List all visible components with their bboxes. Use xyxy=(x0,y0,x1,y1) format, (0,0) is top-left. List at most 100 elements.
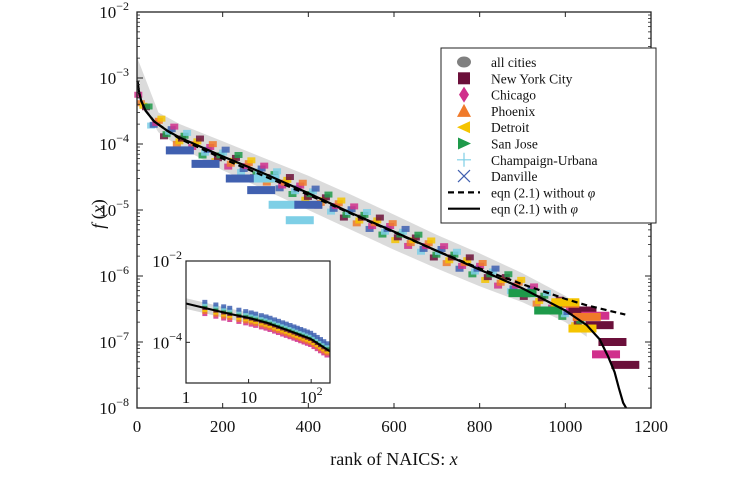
city-data-point-danville xyxy=(191,159,220,168)
inset-data-point xyxy=(221,306,227,311)
inset-data-point xyxy=(243,321,249,326)
inset-data-point xyxy=(263,322,269,327)
inset-data-point xyxy=(311,336,317,341)
city-data-point xyxy=(273,168,282,175)
inset-data-point xyxy=(253,315,259,320)
inset-data-point xyxy=(317,337,323,342)
inset-data-point xyxy=(304,339,310,344)
inset-data-point xyxy=(324,345,330,350)
inset-data-point xyxy=(321,339,327,344)
y-tick-label: 10−8 xyxy=(99,395,129,418)
inset-y-tick-label: 10−2 xyxy=(152,248,182,271)
legend-marker-triangle-up xyxy=(457,103,471,117)
city-data-point xyxy=(260,162,269,169)
inset-data-point xyxy=(280,324,286,329)
city-data-point xyxy=(234,151,243,158)
inset-data-point xyxy=(287,327,293,332)
inset-data-point xyxy=(263,326,269,331)
inset-data-point xyxy=(253,323,259,328)
inset-data-point xyxy=(227,313,233,318)
inset-data-point xyxy=(301,332,307,337)
inset-data-point xyxy=(314,343,320,348)
legend-label: Champaign-Urbana xyxy=(491,153,597,168)
inset-data-point xyxy=(243,319,249,324)
city-data-point-new-york-city xyxy=(568,306,597,315)
city-data-point-danville xyxy=(247,186,276,195)
inset-data-point xyxy=(311,334,317,339)
inset-data-point xyxy=(248,322,254,327)
inset-data-point xyxy=(287,335,293,340)
inset-data-point xyxy=(304,331,310,336)
legend-label: eqn (2.1) with φ xyxy=(491,202,578,217)
inset-data-point xyxy=(267,327,273,332)
inset-data-point xyxy=(236,311,242,316)
inset-data-point xyxy=(243,317,249,322)
inset-data-point xyxy=(267,319,273,324)
city-data-point xyxy=(363,208,372,215)
inset-data-point xyxy=(287,333,293,338)
city-data-point xyxy=(350,203,359,210)
city-data-point xyxy=(285,174,294,181)
inset-data-point xyxy=(280,330,286,335)
inset-data-point xyxy=(275,320,281,325)
inset-data-point xyxy=(213,306,219,311)
inset-data-point xyxy=(283,333,289,338)
legend-marker-triangle-right xyxy=(458,137,471,150)
inset-data-point xyxy=(294,335,300,340)
x-tick-label: 200 xyxy=(210,417,236,436)
city-data-point xyxy=(530,283,539,290)
main-plot: 0 200 400 600 800 1000 1200 10−210−310−410−510… xyxy=(99,0,668,436)
city-data-point xyxy=(324,191,333,198)
inset-data-point xyxy=(202,299,208,304)
inset-data-point xyxy=(280,328,286,333)
inset-data-point xyxy=(221,314,227,319)
inset-data-point xyxy=(213,310,219,315)
legend-marker-square xyxy=(458,72,470,85)
inset-data-point xyxy=(308,343,314,348)
inset-data-point xyxy=(291,326,297,331)
inset-data-point xyxy=(291,332,297,337)
inset-data-point xyxy=(321,349,327,354)
legend-marker-x xyxy=(457,169,471,183)
city-data-point xyxy=(452,248,461,255)
inset-data-point xyxy=(221,304,227,309)
city-data-point xyxy=(337,197,346,204)
inset-data-point xyxy=(243,313,249,318)
inset-data-point xyxy=(236,319,242,324)
inset-data-point xyxy=(280,320,286,325)
y-tick-label: 10−2 xyxy=(99,0,129,22)
inset-data-point xyxy=(258,321,264,326)
inset-data-point xyxy=(221,316,227,321)
x-axis-ticks: 0 200 400 600 800 1000 1200 xyxy=(133,12,668,436)
inset-data-point xyxy=(294,333,300,338)
inset-data-point xyxy=(287,331,293,336)
y-tick-label: 10−6 xyxy=(99,263,129,286)
inset-data-point xyxy=(272,321,278,326)
inset-data-point xyxy=(227,305,233,310)
legend-label: San Jose xyxy=(491,137,538,152)
inset-data-point xyxy=(248,320,254,325)
legend-marker-diamond xyxy=(459,86,469,103)
inset-data-point xyxy=(213,312,219,317)
city-data-point xyxy=(375,214,384,221)
y-tick-label: 10−4 xyxy=(99,131,129,154)
inset-data-point xyxy=(248,310,254,315)
inset-data-point xyxy=(301,340,307,345)
inset-data-point xyxy=(243,311,249,316)
inset-data-point xyxy=(291,336,297,341)
inset-data-point xyxy=(301,328,307,333)
city-data-point xyxy=(221,146,230,153)
inset-data-point xyxy=(311,343,317,348)
x-tick-label: 600 xyxy=(381,417,407,436)
inset-data-point xyxy=(272,325,278,330)
inset-data-point xyxy=(258,325,264,330)
inset-data-point xyxy=(221,308,227,313)
inset-data-point xyxy=(275,331,281,336)
inset-data-point xyxy=(236,309,242,314)
inset-data-point xyxy=(248,318,254,323)
city-data-point xyxy=(298,179,307,186)
city-data-point xyxy=(491,265,500,272)
city-data-point-new-york-city xyxy=(598,338,627,346)
